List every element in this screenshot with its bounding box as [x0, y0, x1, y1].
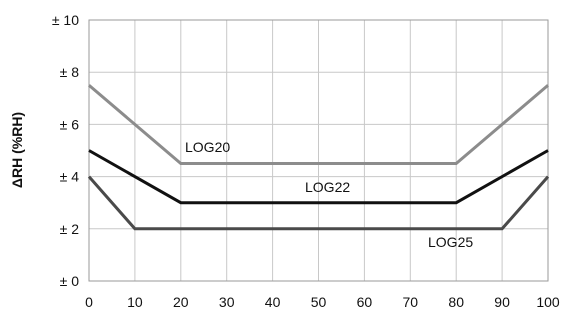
y-tick-label-8: ± 8 — [60, 64, 80, 80]
x-tick-label-20: 20 — [173, 294, 189, 310]
x-tick-label-70: 70 — [403, 294, 419, 310]
series-line-log22 — [88, 149, 549, 205]
series-label-log22: LOG22 — [305, 179, 350, 195]
x-tick-label-60: 60 — [357, 294, 373, 310]
x-tick-label-90: 90 — [494, 294, 510, 310]
y-tick-label-4: ± 4 — [60, 169, 80, 185]
x-tick-label-100: 100 — [536, 294, 560, 310]
x-tick-label-80: 80 — [448, 294, 464, 310]
tick-labels: 0 10 20 30 40 50 60 70 80 90 100 ± 0 ± 2 ± 4 ± 6 ± 8 ± 1… — [52, 12, 560, 310]
y-tick-label-10: ± 10 — [52, 12, 79, 28]
series-lines — [87, 84, 550, 231]
y-tick-label-0: ± 0 — [60, 273, 80, 289]
x-tick-label-50: 50 — [311, 294, 327, 310]
series-line-log20 — [88, 84, 549, 166]
series-label-log20: LOG20 — [185, 139, 230, 155]
series-line-log25 — [87, 175, 550, 231]
x-tick-label-0: 0 — [85, 294, 93, 310]
y-tick-label-6: ± 6 — [60, 116, 80, 132]
y-axis-title: ΔRH (%RH) — [9, 112, 25, 188]
x-tick-label-30: 30 — [219, 294, 235, 310]
x-tick-label-10: 10 — [127, 294, 143, 310]
series-label-log25: LOG25 — [428, 234, 473, 250]
x-tick-label-40: 40 — [265, 294, 281, 310]
grid — [88, 19, 549, 282]
series-labels: LOG20 LOG22 LOG25 — [185, 139, 473, 250]
y-tick-label-2: ± 2 — [60, 221, 80, 237]
